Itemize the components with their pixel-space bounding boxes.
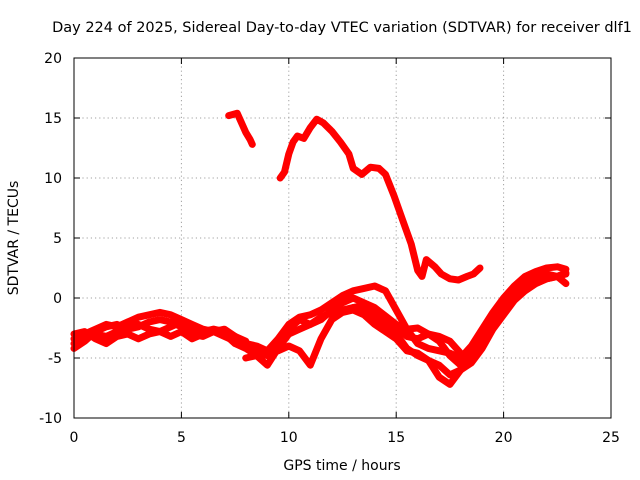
y-tick-label: 0 <box>53 291 62 307</box>
series-line-arc-7 <box>70 325 250 348</box>
grid-lines <box>74 58 611 418</box>
x-tick-label: 10 <box>280 430 298 446</box>
x-axis-label: GPS time / hours <box>283 458 400 474</box>
series-line-arc-2 <box>276 115 484 284</box>
x-tick-label: 25 <box>602 430 620 446</box>
y-axis-label: SDTVAR / TECUs <box>6 181 22 296</box>
y-tick-label: 10 <box>44 171 62 187</box>
y-tick-label: 20 <box>44 51 62 67</box>
axis-ticks: 0 5 10 15 20 25 -10 -5 0 5 10 15 20 <box>39 51 620 446</box>
x-tick-label: 5 <box>177 430 186 446</box>
x-tick-label: 0 <box>70 430 79 446</box>
series-line-arc-6 <box>242 272 570 388</box>
y-tick-label: 5 <box>53 231 62 247</box>
y-tick-label: 15 <box>44 111 62 127</box>
x-tick-label: 20 <box>495 430 513 446</box>
chart-title: Day 224 of 2025, Sidereal Day-to-day VTE… <box>52 20 632 36</box>
series-group <box>70 109 570 388</box>
y-tick-label: -10 <box>39 411 62 427</box>
series-line-arc-8 <box>349 301 465 357</box>
series-line-arc-4 <box>70 263 570 362</box>
series-line-arc-1 <box>225 109 256 148</box>
x-tick-label: 15 <box>387 430 405 446</box>
y-tick-label: -5 <box>48 351 62 367</box>
